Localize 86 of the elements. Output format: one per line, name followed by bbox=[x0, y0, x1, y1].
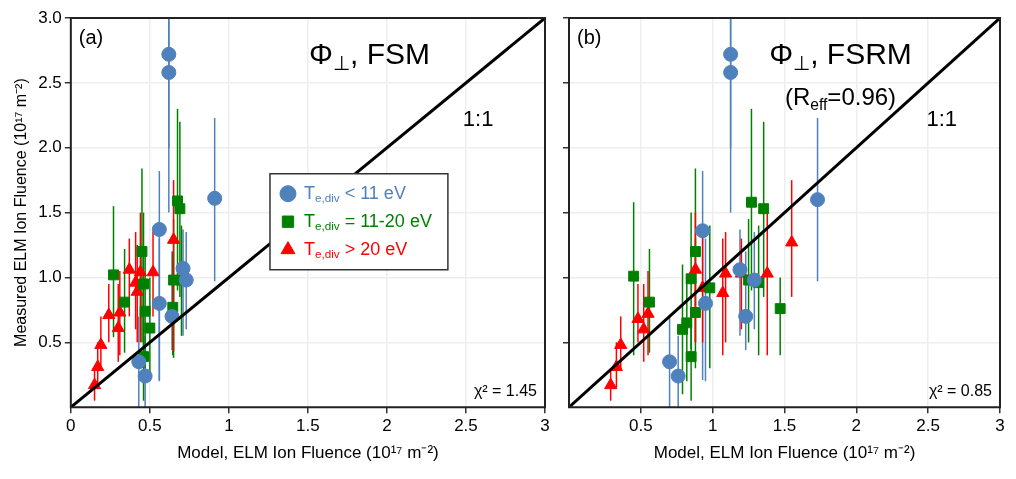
point bbox=[697, 295, 713, 311]
x-tick-label: 0 bbox=[66, 416, 76, 436]
point bbox=[167, 232, 181, 244]
point bbox=[704, 282, 716, 294]
series-label: 1:1 bbox=[926, 105, 958, 131]
point bbox=[122, 262, 136, 274]
point bbox=[689, 307, 701, 318]
point bbox=[641, 306, 655, 318]
x-tick-label: 2.5 bbox=[916, 416, 940, 436]
annotation: (b) bbox=[577, 25, 602, 48]
point bbox=[136, 246, 148, 257]
y-tick-label: 1.5 bbox=[38, 202, 62, 222]
point bbox=[662, 354, 678, 370]
point bbox=[677, 323, 688, 335]
x-tick-label: 2.5 bbox=[454, 416, 478, 436]
point bbox=[685, 351, 697, 363]
point bbox=[685, 273, 697, 285]
annotation: (a) bbox=[78, 25, 104, 48]
point bbox=[151, 221, 167, 237]
point bbox=[746, 196, 757, 208]
x-axis-title: Model, ELM Ion Fluence (10¹⁷ m⁻²) bbox=[177, 443, 439, 463]
point bbox=[758, 203, 770, 215]
point bbox=[810, 192, 826, 208]
point bbox=[113, 305, 127, 317]
point bbox=[631, 311, 645, 323]
series-label: 1:1 bbox=[462, 105, 494, 131]
point bbox=[119, 296, 131, 308]
point bbox=[732, 262, 748, 278]
point bbox=[628, 270, 640, 282]
point bbox=[146, 264, 160, 277]
point bbox=[644, 296, 655, 308]
point bbox=[785, 234, 799, 247]
point bbox=[207, 190, 223, 206]
point bbox=[716, 285, 730, 298]
point bbox=[723, 46, 739, 62]
point bbox=[760, 266, 774, 278]
point bbox=[637, 321, 651, 334]
x-tick-label: 1 bbox=[224, 416, 234, 436]
x-tick-label: 3 bbox=[540, 416, 550, 436]
text: Φ⊥, FSRM bbox=[769, 37, 912, 75]
annotation: χ² = 0.85 bbox=[928, 381, 993, 399]
point bbox=[723, 64, 739, 80]
point bbox=[91, 359, 105, 371]
annotation: χ² = 1.45 bbox=[473, 381, 538, 399]
y-axis-title: Measured ELM Ion Fluence (10¹⁷ m⁻²) bbox=[12, 78, 30, 347]
point bbox=[178, 272, 194, 288]
point bbox=[161, 46, 177, 62]
point bbox=[688, 262, 702, 274]
point bbox=[108, 269, 119, 281]
point bbox=[738, 308, 754, 324]
point bbox=[139, 305, 151, 317]
x-tick-label: 1.5 bbox=[772, 416, 797, 436]
y-tick-label: 0.5 bbox=[38, 332, 62, 352]
point bbox=[719, 266, 733, 278]
y-tick-label: 2.5 bbox=[38, 72, 62, 92]
point bbox=[614, 337, 628, 349]
point bbox=[144, 322, 156, 334]
point bbox=[604, 377, 618, 390]
point bbox=[695, 223, 711, 239]
x-tick-label: 3 bbox=[995, 416, 1005, 436]
point bbox=[175, 260, 191, 276]
point bbox=[131, 354, 147, 370]
y-tick-label: 3.0 bbox=[38, 7, 62, 27]
point bbox=[161, 64, 177, 80]
y-tick-label: 1.0 bbox=[38, 267, 62, 287]
x-tick-label: 0.5 bbox=[629, 416, 653, 436]
point bbox=[774, 303, 786, 315]
x-tick-label: 2 bbox=[382, 416, 392, 436]
point bbox=[151, 295, 167, 311]
point bbox=[102, 307, 116, 320]
point bbox=[133, 264, 147, 277]
point bbox=[138, 278, 149, 290]
point bbox=[670, 368, 686, 384]
x-axis-title: Model, ELM Ion Fluence (10¹⁷ m⁻²) bbox=[653, 443, 916, 463]
x-tick-label: 1.5 bbox=[296, 416, 320, 436]
y-tick-label: 2.0 bbox=[38, 137, 62, 157]
text: Φ⊥, FSM bbox=[309, 37, 431, 75]
x-tick-label: 2 bbox=[851, 416, 862, 436]
x-tick-label: 1 bbox=[707, 416, 718, 436]
point bbox=[746, 272, 762, 288]
point bbox=[137, 368, 153, 384]
x-tick-label: 0.5 bbox=[138, 416, 162, 436]
point bbox=[94, 337, 108, 349]
point bbox=[111, 320, 125, 333]
point bbox=[689, 246, 701, 257]
point bbox=[174, 203, 186, 215]
